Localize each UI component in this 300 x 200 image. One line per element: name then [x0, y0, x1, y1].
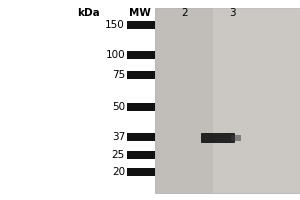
FancyBboxPatch shape: [201, 133, 235, 143]
Text: 50: 50: [112, 102, 125, 112]
Bar: [127, 103, 155, 111]
Bar: [127, 71, 155, 79]
Bar: [127, 133, 155, 141]
Bar: [127, 51, 155, 59]
Text: MW: MW: [129, 8, 151, 18]
Text: 25: 25: [112, 150, 125, 160]
Text: 37: 37: [112, 132, 125, 142]
Bar: [127, 21, 155, 29]
Text: 75: 75: [112, 70, 125, 80]
Text: kDa: kDa: [76, 8, 99, 18]
Bar: [213, 8, 300, 193]
Text: 150: 150: [105, 20, 125, 30]
Text: 100: 100: [105, 50, 125, 60]
Text: 20: 20: [112, 167, 125, 177]
Bar: [155, 8, 213, 193]
FancyBboxPatch shape: [231, 135, 241, 141]
Bar: [127, 151, 155, 159]
Bar: [155, 8, 300, 193]
Bar: [127, 168, 155, 176]
Text: 2: 2: [182, 8, 188, 18]
Text: 3: 3: [229, 8, 235, 18]
